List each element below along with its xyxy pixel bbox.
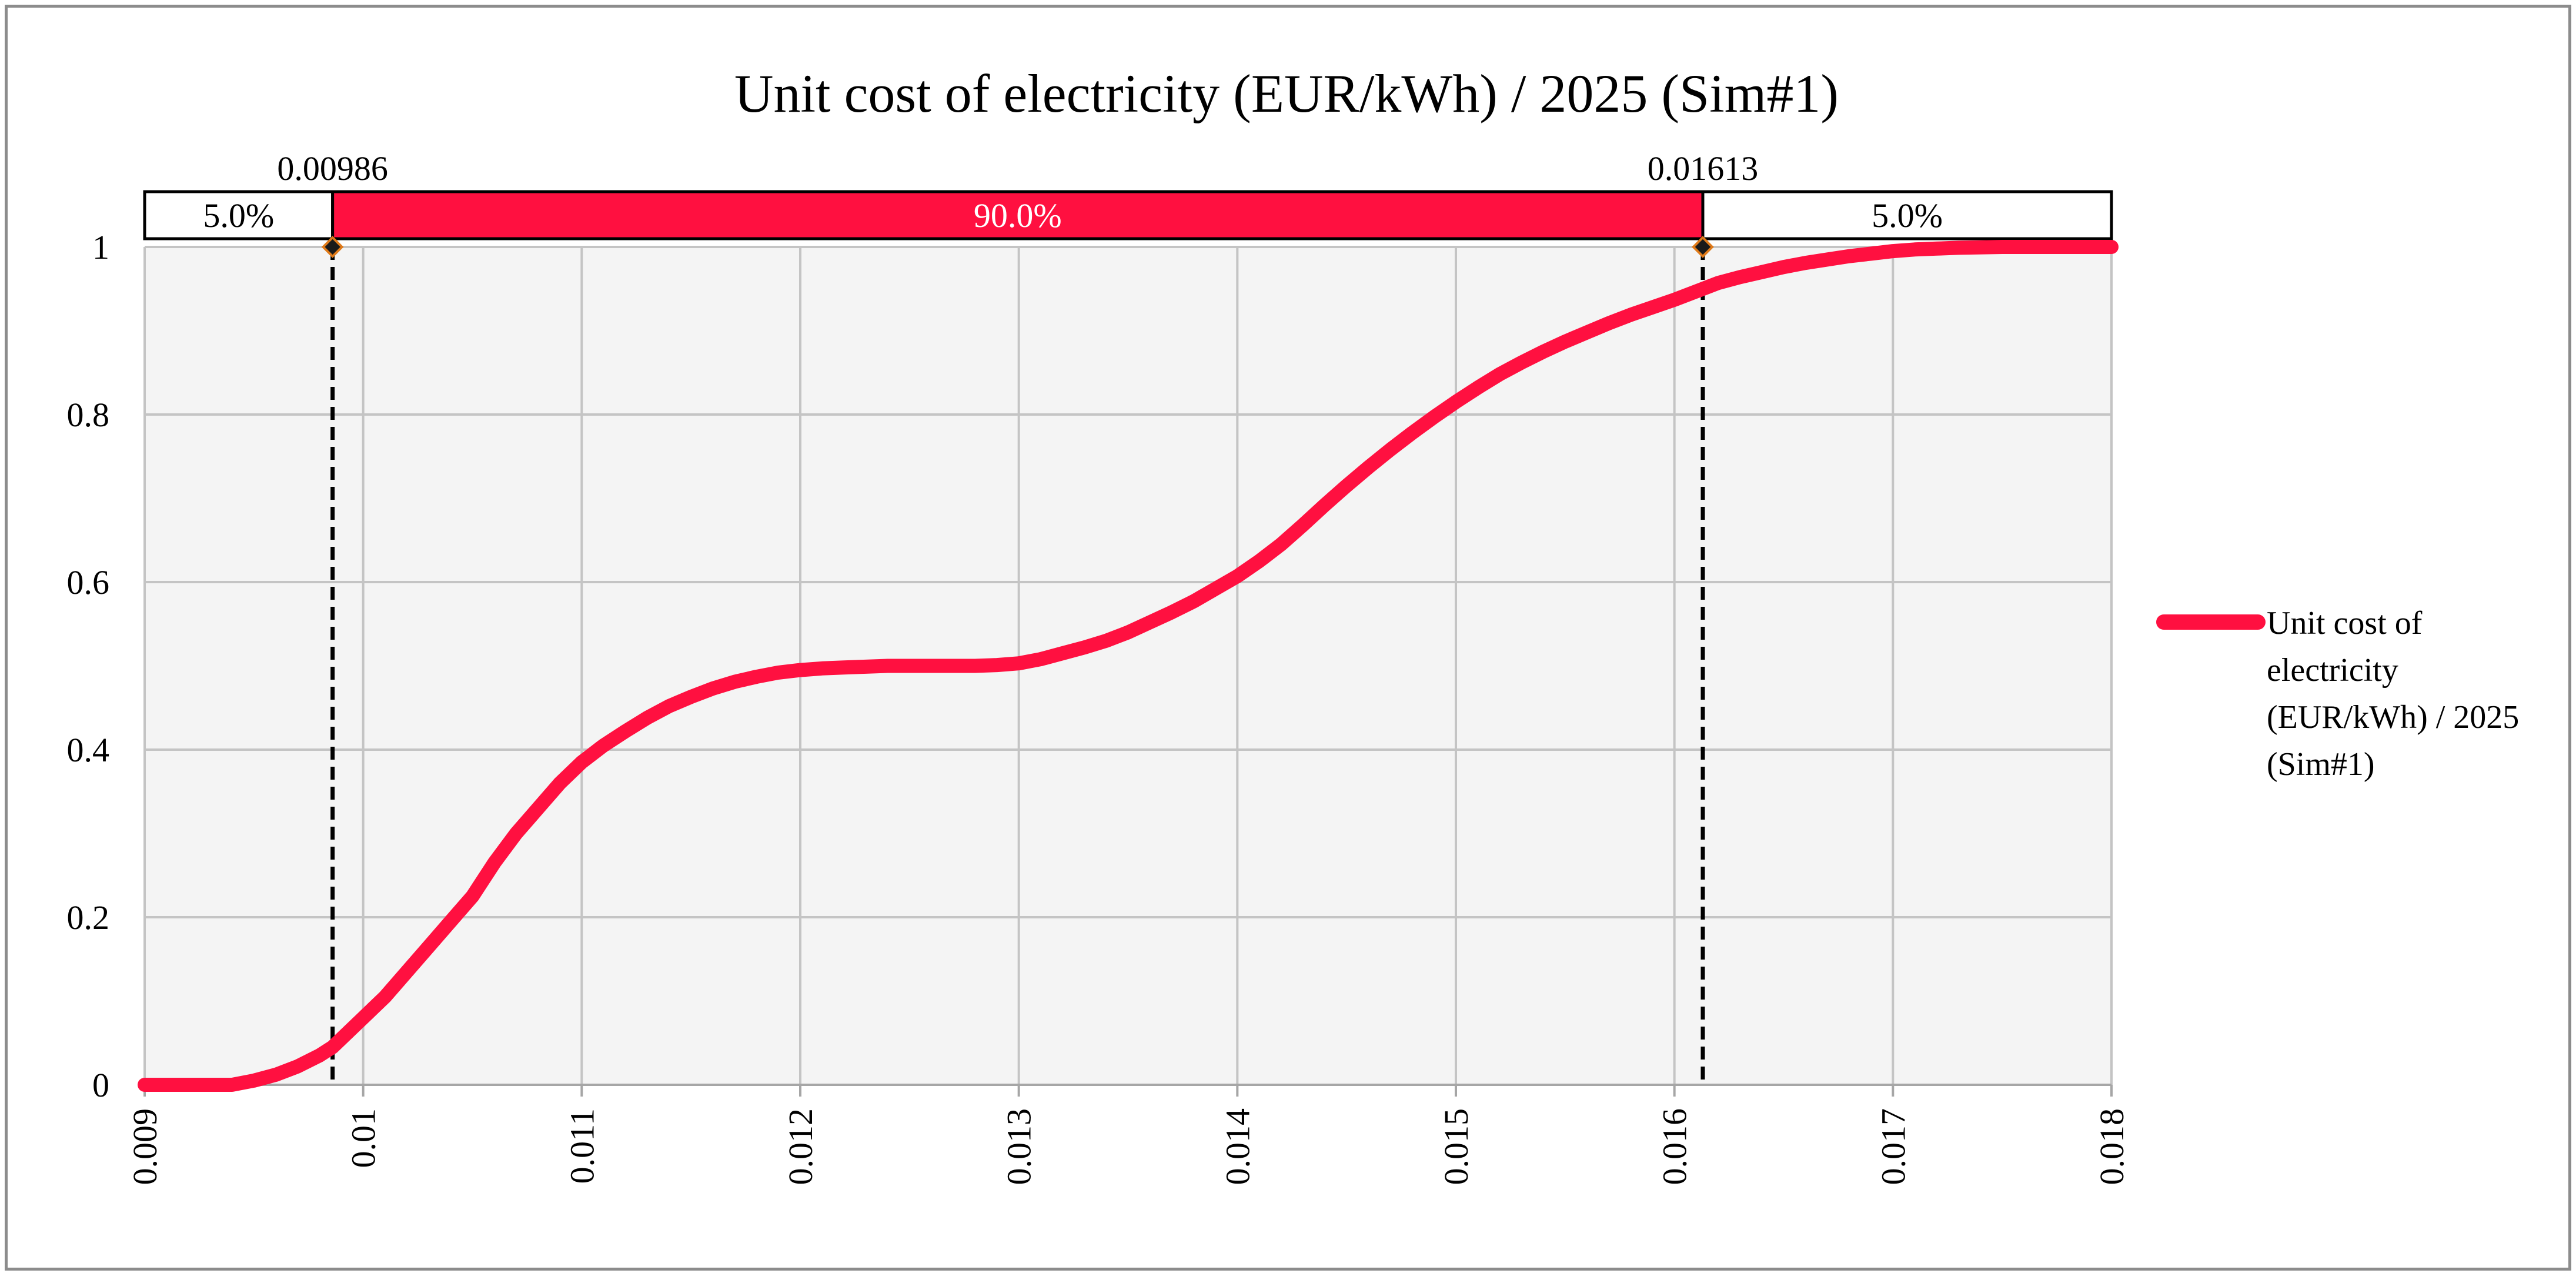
percentile-bands: 5.0% 90.0% 5.0% bbox=[143, 190, 2113, 240]
y-tick-label: 0.8 bbox=[67, 396, 110, 434]
y-tick-label: 1 bbox=[92, 228, 109, 266]
series-layer bbox=[138, 240, 2119, 1092]
legend-text-line: electricity bbox=[2267, 652, 2398, 689]
x-tick-label: 0.016 bbox=[1656, 1108, 1694, 1185]
band-segment bbox=[143, 190, 335, 240]
y-tick-label: 0.6 bbox=[67, 563, 110, 601]
x-tick-label: 0.012 bbox=[781, 1108, 820, 1185]
legend: Unit cost of electricity (EUR/kWh) / 2025 (… bbox=[2156, 605, 2519, 783]
marker-diamond bbox=[1692, 236, 1714, 258]
x-tick-label: 0.018 bbox=[2093, 1108, 2131, 1185]
y-tick-label: 0 bbox=[92, 1066, 109, 1104]
x-tick-label: 0.011 bbox=[563, 1108, 601, 1184]
chart-title: Unit cost of electricity (EUR/kWh) / 202… bbox=[734, 64, 1839, 123]
plot-area bbox=[145, 247, 2111, 1085]
x-tick-label: 0.017 bbox=[1874, 1108, 1912, 1185]
y-tick-label: 0.2 bbox=[67, 898, 110, 937]
band-segment bbox=[1701, 190, 2113, 240]
x-tick-label: 0.009 bbox=[126, 1108, 164, 1185]
legend-text-line: (EUR/kWh) / 2025 bbox=[2267, 699, 2519, 736]
marker-diamond bbox=[321, 236, 344, 258]
band-label: 5.0% bbox=[203, 196, 274, 235]
x-tick-label: 0.013 bbox=[1000, 1108, 1038, 1185]
band-segment bbox=[331, 190, 1705, 240]
x-tick-label: 0.014 bbox=[1218, 1108, 1257, 1185]
band-label: 90.0% bbox=[974, 196, 1062, 235]
legend-text-line: Unit cost of bbox=[2267, 605, 2423, 641]
band-label: 5.0% bbox=[1872, 196, 1943, 235]
cdf-series-line bbox=[138, 240, 2119, 1092]
marker-value-label: 0.01613 bbox=[1648, 149, 1759, 188]
marker-value-label: 0.00986 bbox=[277, 149, 388, 188]
legend-text-line: (Sim#1) bbox=[2267, 746, 2375, 783]
x-tick-label: 0.01 bbox=[345, 1108, 383, 1168]
grid-lines bbox=[143, 246, 2113, 1086]
x-tick-label: 0.015 bbox=[1437, 1108, 1475, 1185]
axes: 0.009 0.01 0.011 0.012 0.013 0.014 0.015 0.016 0… bbox=[67, 228, 2131, 1185]
y-tick-label: 0.4 bbox=[67, 731, 110, 769]
percentile-markers: 0.00986 0.01613 bbox=[277, 149, 1758, 1085]
